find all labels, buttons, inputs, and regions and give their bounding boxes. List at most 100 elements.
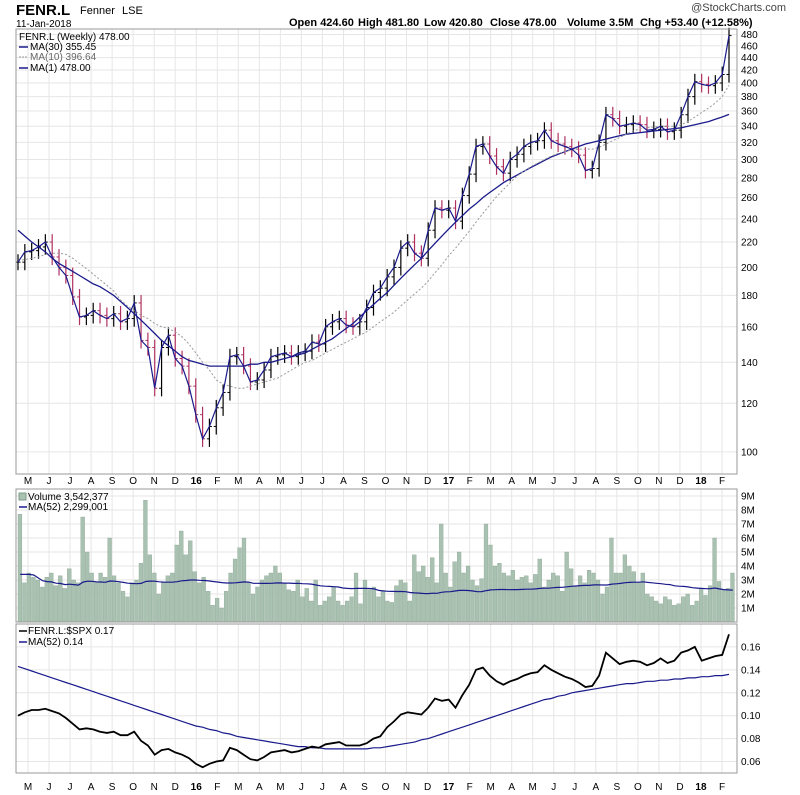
close-label: Close bbox=[490, 17, 520, 29]
x-tick-label-top: A bbox=[340, 476, 347, 487]
volume-bar bbox=[40, 586, 45, 623]
rel-y-tick-label: 0.12 bbox=[741, 688, 761, 699]
ma10-line bbox=[17, 84, 730, 389]
price-y-tick-label: 180 bbox=[741, 291, 758, 302]
volume-bar bbox=[282, 582, 287, 623]
x-tick-label-bottom: N bbox=[151, 782, 158, 793]
price-y-tick-label: 100 bbox=[741, 447, 758, 458]
volume-bar bbox=[685, 593, 690, 623]
x-tick-label-bottom: 17 bbox=[443, 782, 455, 793]
volume-bar bbox=[255, 586, 260, 623]
x-tick-label-top: N bbox=[151, 476, 158, 487]
volume-y-tick-label: 9M bbox=[741, 492, 755, 503]
volume-bar bbox=[380, 591, 386, 623]
rel-y-tick-label: 0.10 bbox=[741, 711, 761, 722]
volume-bar bbox=[327, 596, 332, 623]
volume-bar bbox=[35, 579, 40, 623]
volume-bar bbox=[591, 572, 596, 623]
volume-bar bbox=[627, 565, 632, 623]
volume-bar bbox=[152, 572, 157, 623]
volume-bar bbox=[237, 547, 242, 623]
volume-label: Volume bbox=[567, 17, 606, 29]
volume-bar bbox=[62, 588, 67, 623]
volume-bar bbox=[658, 603, 663, 623]
volume-bar bbox=[340, 605, 345, 623]
chg-label: Chg bbox=[640, 17, 662, 29]
volume-bar bbox=[640, 572, 645, 623]
volume-bar bbox=[71, 579, 76, 623]
volume-swatch bbox=[18, 492, 27, 501]
x-tick-label-top: J bbox=[320, 476, 325, 487]
volume-bar bbox=[76, 582, 81, 623]
volume-bar bbox=[537, 558, 542, 623]
rel-legend-title: FENR.L:$SPX 0.17 bbox=[28, 626, 115, 637]
symbol-title: FENR.L bbox=[16, 2, 71, 19]
volume-bar bbox=[228, 572, 233, 623]
volume-bar bbox=[362, 579, 368, 623]
volume-bar bbox=[730, 572, 735, 623]
x-tick-label-top: 16 bbox=[191, 476, 203, 487]
volume-bar bbox=[17, 514, 23, 623]
x-tick-label-bottom: S bbox=[361, 782, 368, 793]
x-tick-label-top: S bbox=[109, 476, 116, 487]
volume-bar bbox=[53, 585, 58, 623]
price-y-tick-label: 420 bbox=[741, 66, 758, 77]
volume-bar bbox=[488, 544, 493, 623]
volume-bar bbox=[707, 585, 713, 623]
volume-y-tick-label: 1M bbox=[741, 604, 755, 615]
volume-bar bbox=[313, 579, 318, 623]
volume-bar bbox=[604, 586, 610, 623]
volume-y-tick-label: 5M bbox=[741, 548, 755, 559]
volume-bar bbox=[398, 579, 403, 623]
volume-bar bbox=[67, 568, 72, 623]
volume-bar bbox=[268, 572, 273, 623]
volume-bar bbox=[291, 591, 296, 623]
volume-bar bbox=[434, 582, 439, 623]
x-tick-label-top: J bbox=[572, 476, 577, 487]
volume-bar bbox=[353, 572, 359, 623]
volume-y-tick-label: 7M bbox=[741, 520, 755, 531]
volume-bar bbox=[551, 572, 556, 623]
price-y-tick-label: 200 bbox=[741, 263, 758, 274]
volume-bar bbox=[425, 577, 430, 623]
price-legend-title: FENR.L (Weekly) 478.00 bbox=[19, 32, 130, 43]
volume-bar bbox=[497, 563, 502, 623]
rel-y-tick-label: 0.08 bbox=[741, 734, 761, 745]
volume-bar bbox=[595, 579, 601, 623]
volume-y-tick-label: 6M bbox=[741, 534, 755, 545]
x-tick-label-top: A bbox=[88, 476, 95, 487]
volume-bar bbox=[600, 593, 605, 623]
relative-strength-panel bbox=[17, 634, 730, 769]
volume-bar bbox=[322, 600, 327, 623]
rel-ma-line bbox=[17, 665, 730, 750]
x-tick-label-top: O bbox=[382, 476, 390, 487]
x-tick-label-bottom: J bbox=[299, 782, 304, 793]
volume-bar bbox=[663, 596, 668, 623]
low-label: Low bbox=[424, 17, 446, 29]
volume-bar bbox=[134, 579, 139, 623]
frame-layer bbox=[15, 28, 738, 774]
volume-bar bbox=[129, 582, 135, 623]
price-panel bbox=[15, 27, 732, 447]
volume-bar bbox=[690, 605, 695, 623]
panel-frame bbox=[15, 623, 738, 774]
grid-layer bbox=[16, 29, 737, 773]
x-tick-label-top: O bbox=[634, 476, 642, 487]
x-tick-label-top: J bbox=[551, 476, 556, 487]
x-tick-label-bottom: 16 bbox=[191, 782, 203, 793]
x-tick-label-top: J bbox=[47, 476, 52, 487]
chg-value: +53.40 (+12.58%) bbox=[664, 17, 753, 29]
x-tick-label-top: O bbox=[129, 476, 137, 487]
ma1-legend: MA(1) 478.00 bbox=[30, 63, 91, 74]
volume-bar bbox=[483, 523, 489, 623]
x-tick-label-bottom: J bbox=[320, 782, 325, 793]
quote-high: High 481.80 bbox=[358, 17, 419, 29]
volume-bar bbox=[703, 595, 708, 623]
volume-bar bbox=[336, 600, 341, 623]
x-tick-label-bottom: A bbox=[88, 782, 95, 793]
volume-bar bbox=[569, 568, 574, 623]
volume-bar bbox=[170, 572, 175, 623]
volume-bar bbox=[443, 572, 448, 623]
price-y-tick-label: 380 bbox=[741, 92, 758, 103]
stockcharts-watermark[interactable]: @StockCharts.com bbox=[691, 2, 786, 14]
